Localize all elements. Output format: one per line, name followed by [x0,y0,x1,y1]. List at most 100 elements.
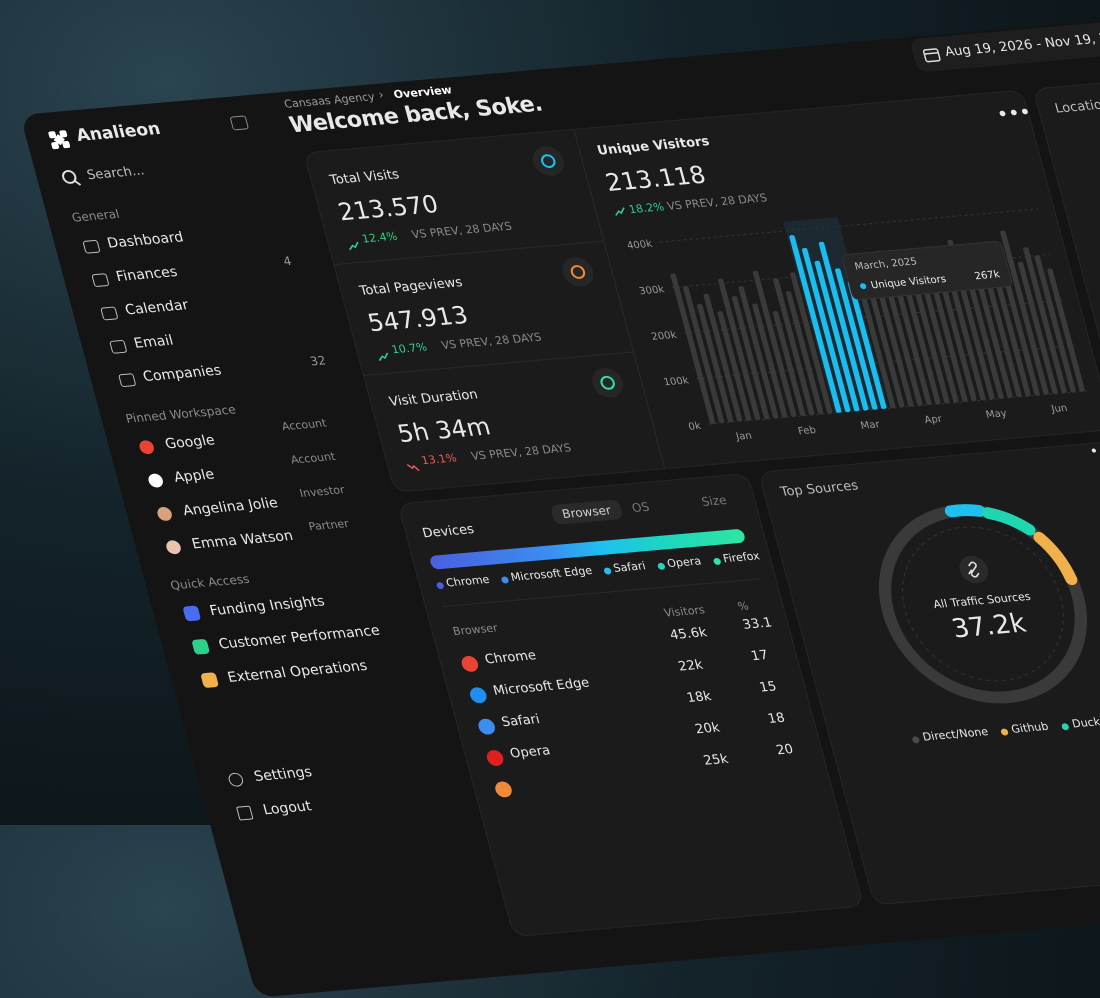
overview-card: ••• Unique Visitors 213.118 18.2% VS PRE… [303,89,1100,493]
stat-icon-glyph [539,153,558,169]
date-picker[interactable]: Aug 19, 2026 - Nov 19, 2 [909,18,1100,73]
browser-icon [476,718,497,736]
card-title: Top Sources [778,478,861,500]
tab[interactable]: Size [699,493,729,509]
footer-item[interactable]: Logout [261,798,314,819]
percent: 18 [766,710,787,727]
legend-label: Microsoft Edge [509,564,594,584]
x-tick-label: May [985,408,1008,421]
stat-icon-glyph [569,264,587,280]
donut [878,504,1088,704]
more-menu[interactable]: ••• [995,102,1034,124]
legend-label: Github [1009,719,1050,736]
unique-visitors-change: 18.2% VS PREV, 28 DAYS [612,191,769,217]
trend-arrow [345,235,360,251]
browser-name: Opera [508,743,553,762]
nav-badge: 32 [308,353,328,369]
collapse-button[interactable] [229,115,250,131]
visitors: 22k [676,657,705,675]
workspace-item[interactable]: Angelina Jolie [181,495,280,520]
legend-label: Firefox [721,549,762,566]
stat-icon-glyph [598,375,617,391]
bar [1017,261,1058,394]
bar [985,278,1022,398]
tab[interactable]: Browser [549,499,624,525]
workspace-role: Account [289,449,337,467]
stat-note: VS PREV, 28 DAYS [469,441,573,463]
card-title: Devices [420,522,476,542]
trend-arrow [615,207,625,216]
percent: 33.1 [741,615,774,633]
section-title: Pinned Workspace [124,402,238,426]
legend-label: Direct/None [921,725,990,744]
bar [752,270,797,417]
search-box[interactable]: Search... [58,146,266,195]
nav-icon [91,273,110,288]
workspace-item[interactable]: Google [163,432,217,453]
bar [854,271,896,409]
legend-swatch [500,576,510,584]
change-note: VS PREV, 28 DAYS [665,191,769,213]
tab[interactable]: OS [630,499,651,516]
quick-icon [200,672,220,689]
browser-icon [493,780,514,798]
y-tick-label: 200k [650,330,678,343]
bar [818,241,869,411]
percent: 17 [749,648,770,665]
breadcrumb-separator: › [376,87,386,102]
nav-item[interactable]: Companies [141,362,224,386]
stat-value: 213.570 [335,190,442,227]
workspace-icon [146,473,165,489]
bar [876,283,914,407]
bar [801,247,851,413]
legend-label: Chrome [444,572,491,590]
chart-title: Unique Visitors [595,134,712,159]
nav-item[interactable]: Finances [114,264,180,286]
browser-icon [459,655,480,673]
visitors: 20k [693,720,722,738]
nav-icon [118,373,137,388]
legend-label: Safari [611,559,648,575]
nav-item[interactable]: Dashboard [105,229,186,252]
bar [1034,255,1076,393]
percent: 15 [757,679,779,696]
footer-item[interactable]: Settings [252,764,314,785]
quick-item[interactable]: Customer Performance [216,622,382,653]
stat-label: Total Visits [328,167,401,189]
nav-item[interactable]: Email [132,332,176,352]
bar [785,291,824,415]
bar [772,311,806,416]
x-tick-label: Feb [797,425,817,437]
bar [731,296,770,420]
y-tick-label: 0k [687,421,702,433]
search-placeholder: Search... [85,163,147,184]
top-sources-card: Top Sources ••• All Traffic Sources 37.2… [757,439,1100,906]
bar [717,311,752,421]
bar [914,289,950,404]
stat-icon [559,255,597,288]
browser-icon [468,686,489,704]
bar [789,235,842,413]
workspace-item[interactable]: Emma Watson [190,527,295,553]
legend-swatch [435,581,445,590]
bar [898,262,941,405]
footer-icon [235,805,254,821]
nav-item[interactable]: Calendar [123,297,191,319]
more-menu[interactable]: ••• [1087,441,1100,460]
section-title: General [70,206,121,225]
stat-change: 10.7% [390,340,429,357]
legend-swatch [1000,728,1009,736]
tooltip-value: 267k [974,269,1002,282]
column-header: % [736,599,751,614]
percent: 20 [774,742,796,759]
workspace-role: Account [280,416,328,434]
workspace-item[interactable]: Apple [172,466,217,486]
x-tick-label: Jan [734,431,753,443]
breadcrumb-current: Overview [392,83,454,102]
y-tick-label: 400k [626,239,654,252]
stat-value: 5h 34m [394,412,494,448]
bar [1023,247,1067,394]
quick-item[interactable]: Funding Insights [207,593,327,620]
quick-item[interactable]: External Operations [225,658,370,686]
